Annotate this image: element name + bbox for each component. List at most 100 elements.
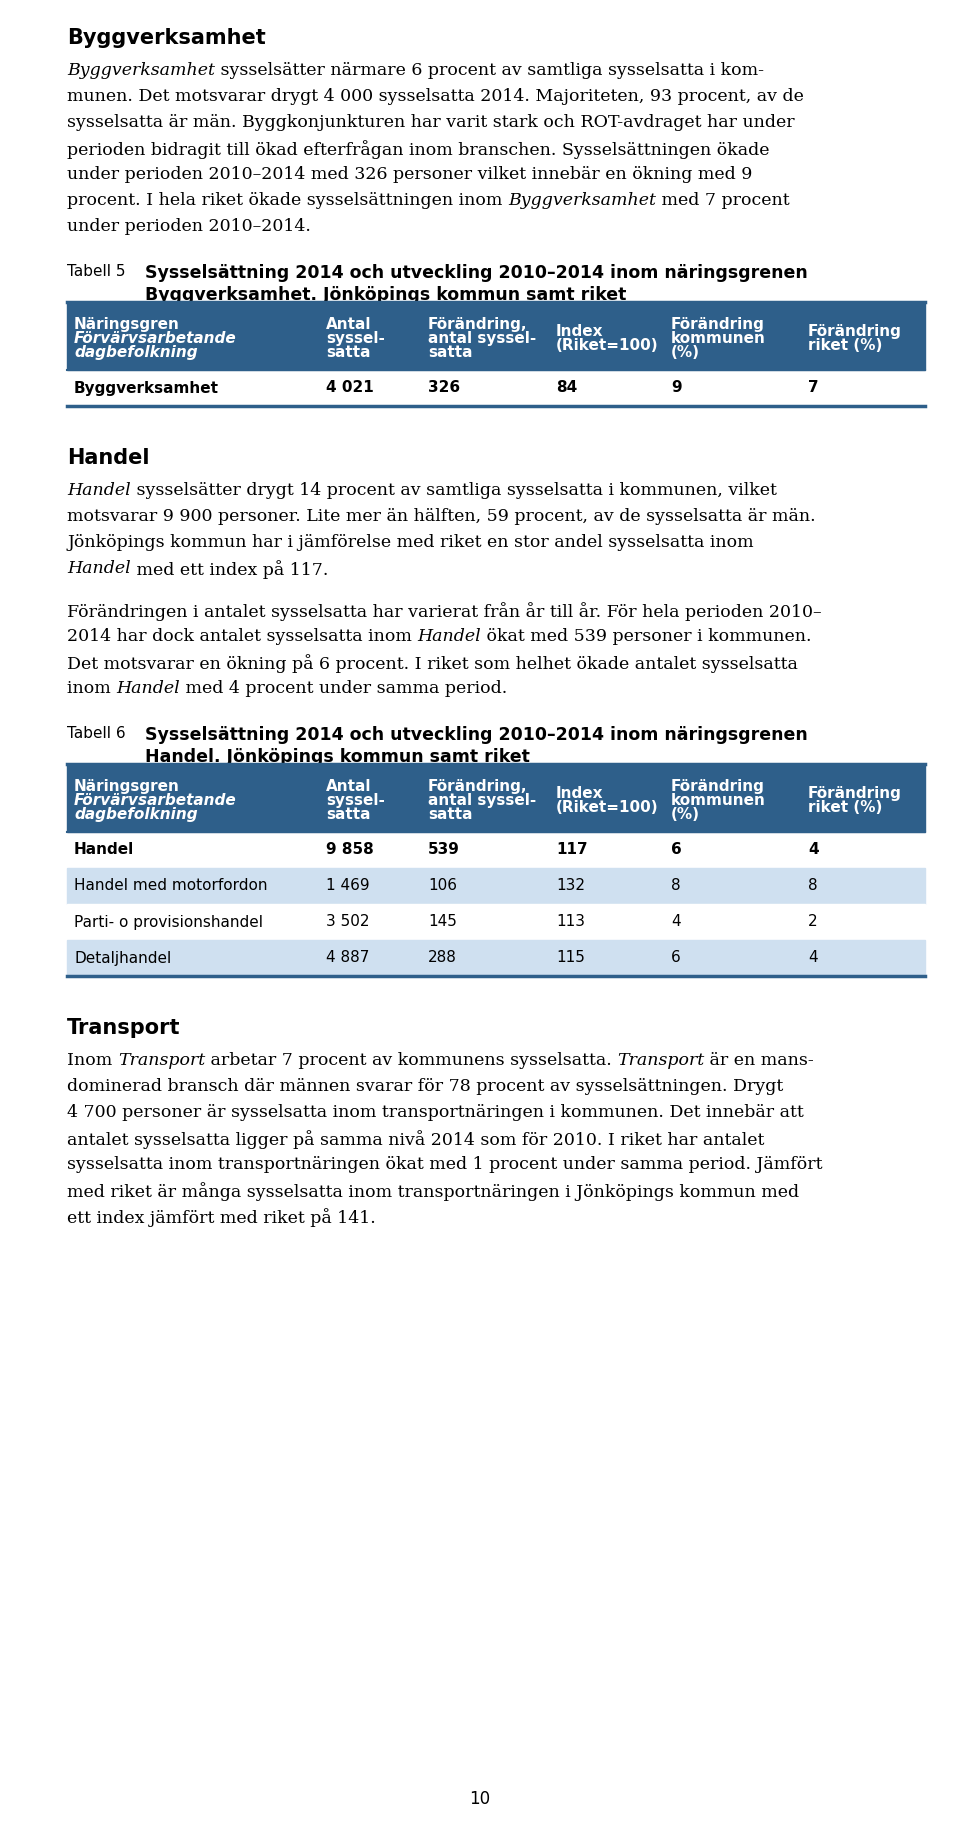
Text: perioden bidragit till ökad efterfrågan inom branschen. Sysselsättningen ökade: perioden bidragit till ökad efterfrågan … <box>67 140 770 160</box>
Text: Inom: Inom <box>67 1052 118 1069</box>
Text: ett index jämfört med riket på 141.: ett index jämfört med riket på 141. <box>67 1208 375 1226</box>
Text: 9 858: 9 858 <box>326 843 373 857</box>
Text: Antal: Antal <box>326 778 372 793</box>
Text: 2014 har dock antalet sysselsatta inom: 2014 har dock antalet sysselsatta inom <box>67 628 418 644</box>
Text: 8: 8 <box>808 878 818 894</box>
Text: 8: 8 <box>671 878 681 894</box>
Text: (Riket=100): (Riket=100) <box>556 338 659 353</box>
Text: Handel: Handel <box>116 679 180 698</box>
Text: Handel med motorfordon: Handel med motorfordon <box>74 878 268 894</box>
Text: riket (%): riket (%) <box>808 800 882 815</box>
Text: 326: 326 <box>428 380 460 395</box>
Text: Parti- o provisionshandel: Parti- o provisionshandel <box>74 914 263 929</box>
Text: sysselsätter närmare 6 procent av samtliga sysselsatta i kom-: sysselsätter närmare 6 procent av samtli… <box>215 62 764 79</box>
Text: satta: satta <box>428 345 472 360</box>
Text: med riket är många sysselsatta inom transportnäringen i Jönköpings kommun med: med riket är många sysselsatta inom tran… <box>67 1182 799 1201</box>
Text: Sysselsättning 2014 och utveckling 2010–2014 inom näringsgrenen: Sysselsättning 2014 och utveckling 2010–… <box>145 725 807 744</box>
Text: motsvarar 9 900 personer. Lite mer än hälften, 59 procent, av de sysselsatta är : motsvarar 9 900 personer. Lite mer än hä… <box>67 509 816 525</box>
Text: Index: Index <box>556 323 604 340</box>
Text: sysselsatta inom transportnäringen ökat med 1 procent under samma period. Jämför: sysselsatta inom transportnäringen ökat … <box>67 1157 823 1173</box>
Text: munen. Det motsvarar drygt 4 000 sysselsatta 2014. Majoriteten, 93 procent, av d: munen. Det motsvarar drygt 4 000 syssels… <box>67 88 804 105</box>
Text: kommunen: kommunen <box>671 330 766 345</box>
Text: 4: 4 <box>808 951 818 966</box>
Text: med ett index på 117.: med ett index på 117. <box>131 560 328 578</box>
Text: 106: 106 <box>428 878 457 894</box>
Text: Transport: Transport <box>67 1017 180 1037</box>
Text: Byggverksamhet. Jönköpings kommun samt riket: Byggverksamhet. Jönköpings kommun samt r… <box>145 286 626 305</box>
Bar <box>67 940 925 977</box>
Text: Förändring,: Förändring, <box>428 778 527 793</box>
Text: 9: 9 <box>671 380 682 395</box>
Text: Transport: Transport <box>118 1052 205 1069</box>
Text: Handel: Handel <box>74 843 134 857</box>
Text: 4 021: 4 021 <box>326 380 373 395</box>
Text: 132: 132 <box>556 878 585 894</box>
Text: Det motsvarar en ökning på 6 procent. I riket som helhet ökade antalet sysselsat: Det motsvarar en ökning på 6 procent. I … <box>67 654 798 674</box>
Text: antal syssel-: antal syssel- <box>428 793 537 808</box>
Text: syssel-: syssel- <box>326 793 385 808</box>
Text: 539: 539 <box>428 843 460 857</box>
Text: Sysselsättning 2014 och utveckling 2010–2014 inom näringsgrenen: Sysselsättning 2014 och utveckling 2010–… <box>145 264 807 283</box>
Text: Antal: Antal <box>326 318 372 332</box>
Bar <box>67 301 925 371</box>
Text: Förvärvsarbetande: Förvärvsarbetande <box>74 793 237 808</box>
Text: 4: 4 <box>808 843 819 857</box>
Text: (%): (%) <box>671 808 700 823</box>
Text: 7: 7 <box>808 380 819 395</box>
Text: 10: 10 <box>469 1790 491 1808</box>
Text: antal syssel-: antal syssel- <box>428 330 537 345</box>
Text: (%): (%) <box>671 345 700 360</box>
Text: sysselsätter drygt 14 procent av samtliga sysselsatta i kommunen, vilket: sysselsätter drygt 14 procent av samtlig… <box>131 483 777 499</box>
Text: inom: inom <box>67 679 116 698</box>
Text: 4 700 personer är sysselsatta inom transportnäringen i kommunen. Det innebär att: 4 700 personer är sysselsatta inom trans… <box>67 1103 804 1122</box>
Text: Byggverksamhet: Byggverksamhet <box>74 380 219 395</box>
Text: 6: 6 <box>671 951 681 966</box>
Text: Byggverksamhet: Byggverksamhet <box>508 193 656 209</box>
Text: är en mans-: är en mans- <box>705 1052 814 1069</box>
Bar <box>67 371 925 406</box>
Text: 117: 117 <box>556 843 588 857</box>
Text: Förändring: Förändring <box>671 778 765 793</box>
Text: Handel. Jönköpings kommun samt riket: Handel. Jönköpings kommun samt riket <box>145 747 530 766</box>
Text: Byggverksamhet: Byggverksamhet <box>67 28 266 48</box>
Text: 4 887: 4 887 <box>326 951 370 966</box>
Text: Handel: Handel <box>418 628 481 644</box>
Text: Näringsgren: Näringsgren <box>74 318 180 332</box>
Bar <box>67 832 925 868</box>
Text: under perioden 2010–2014 med 326 personer vilket innebär en ökning med 9: under perioden 2010–2014 med 326 persone… <box>67 165 753 184</box>
Text: arbetar 7 procent av kommunens sysselsatta.: arbetar 7 procent av kommunens sysselsat… <box>205 1052 617 1069</box>
Text: satta: satta <box>326 345 371 360</box>
Text: ökat med 539 personer i kommunen.: ökat med 539 personer i kommunen. <box>481 628 811 644</box>
Text: procent. I hela riket ökade sysselsättningen inom: procent. I hela riket ökade sysselsättni… <box>67 193 508 209</box>
Text: Förändring: Förändring <box>808 786 901 800</box>
Bar <box>67 764 925 832</box>
Text: 115: 115 <box>556 951 585 966</box>
Text: Förvärvsarbetande: Förvärvsarbetande <box>74 330 237 345</box>
Text: Förändringen i antalet sysselsatta har varierat från år till år. För hela period: Förändringen i antalet sysselsatta har v… <box>67 602 822 621</box>
Text: Detaljhandel: Detaljhandel <box>74 951 171 966</box>
Text: (Riket=100): (Riket=100) <box>556 800 659 815</box>
Text: 2: 2 <box>808 914 818 929</box>
Text: Tabell 6: Tabell 6 <box>67 725 126 742</box>
Text: under perioden 2010–2014.: under perioden 2010–2014. <box>67 218 311 235</box>
Text: Byggverksamhet: Byggverksamhet <box>67 62 215 79</box>
Text: med 7 procent: med 7 procent <box>656 193 789 209</box>
Text: satta: satta <box>326 808 371 823</box>
Text: Tabell 5: Tabell 5 <box>67 264 126 279</box>
Text: Förändring: Förändring <box>808 323 901 340</box>
Text: 1 469: 1 469 <box>326 878 370 894</box>
Text: syssel-: syssel- <box>326 330 385 345</box>
Text: 4: 4 <box>671 914 681 929</box>
Text: Handel: Handel <box>67 483 131 499</box>
Text: Förändring,: Förändring, <box>428 318 527 332</box>
Text: Förändring: Förändring <box>671 318 765 332</box>
Text: med 4 procent under samma period.: med 4 procent under samma period. <box>180 679 507 698</box>
Text: 113: 113 <box>556 914 585 929</box>
Text: 288: 288 <box>428 951 457 966</box>
Text: 145: 145 <box>428 914 457 929</box>
Text: antalet sysselsatta ligger på samma nivå 2014 som för 2010. I riket har antalet: antalet sysselsatta ligger på samma nivå… <box>67 1129 764 1149</box>
Text: Handel: Handel <box>67 448 150 468</box>
Text: dagbefolkning: dagbefolkning <box>74 808 198 823</box>
Text: riket (%): riket (%) <box>808 338 882 353</box>
Text: sysselsatta är män. Byggkonjunkturen har varit stark och ROT-avdraget har under: sysselsatta är män. Byggkonjunkturen har… <box>67 114 795 130</box>
